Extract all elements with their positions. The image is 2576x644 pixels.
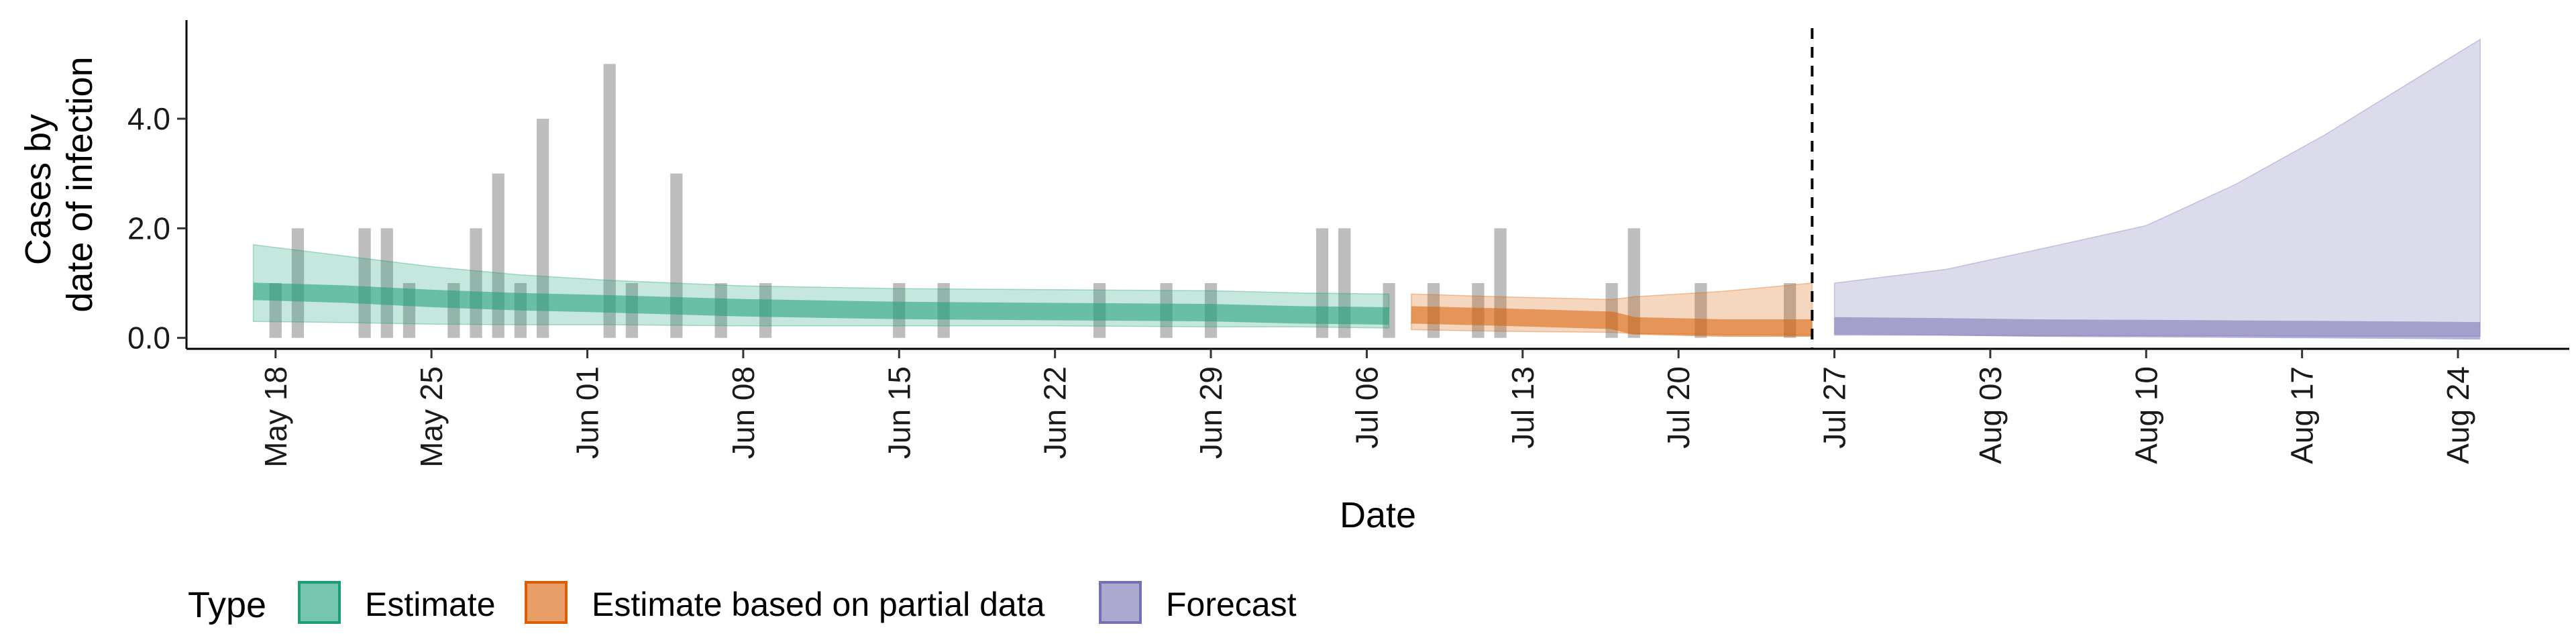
- case-bar: [380, 228, 393, 338]
- legend: Type Estimate Estimate based on partial d…: [188, 581, 1297, 625]
- x-tick-label: Jun 08: [726, 366, 761, 459]
- legend-key: [298, 581, 341, 624]
- x-axis: May 18 May 25 Jun 01 Jun 08 Jun 15 Jun 22 Jun …: [186, 347, 2569, 468]
- x-axis-title: Date: [1340, 495, 1416, 535]
- median-lines: [253, 282, 2481, 340]
- y-axis-title: Cases by date of infection: [18, 56, 100, 312]
- x-tick-label: Jun 29: [1193, 366, 1228, 459]
- case-bar: [1627, 228, 1640, 338]
- x-tick-label: Jun 22: [1038, 366, 1073, 459]
- case-bar: [603, 64, 616, 338]
- x-tick-label: May 25: [414, 366, 449, 468]
- y-axis: 0.0 2.0 4.0: [127, 20, 188, 356]
- credible-interval-bands: [252, 38, 2481, 337]
- plot-panel: [252, 28, 2481, 349]
- legend-label: Forecast: [1166, 586, 1297, 623]
- legend-key: [525, 581, 568, 624]
- x-tick-label: Jul 13: [1505, 366, 1540, 449]
- y-tick-label: 2.0: [127, 211, 170, 246]
- band-forecast: [1833, 38, 2481, 337]
- legend-key: [1099, 581, 1142, 624]
- x-tick-label: Jun 01: [570, 366, 605, 459]
- y-tick-label: 4.0: [127, 101, 170, 136]
- x-tick-label: Jun 15: [881, 366, 916, 459]
- legend-label: Estimate: [365, 586, 496, 623]
- y-axis-title-line-2: date of infection: [60, 56, 100, 312]
- legend-label: Estimate based on partial data: [592, 586, 1045, 623]
- case-bar: [358, 228, 371, 338]
- y-axis-title-line-1: Cases by: [18, 114, 58, 265]
- x-tick-label: Jul 06: [1349, 366, 1384, 449]
- x-tick-label: Aug 03: [1973, 366, 2008, 464]
- x-tick-label: Aug 24: [2440, 366, 2475, 464]
- median-estimate: [253, 282, 1389, 325]
- x-ticks: May 18 May 25 Jun 01 Jun 08 Jun 15 Jun 22 Jun …: [258, 349, 2475, 468]
- case-bar: [670, 173, 683, 338]
- x-tick-label: Aug 17: [2285, 366, 2320, 464]
- median-partial: [1411, 306, 1813, 337]
- case-bar: [291, 228, 305, 338]
- median-forecast: [1834, 317, 2481, 340]
- x-tick-label: May 18: [258, 366, 293, 468]
- legend-title: Type: [188, 585, 266, 625]
- y-ticks: 0.0 2.0 4.0: [127, 101, 186, 356]
- case-bar: [537, 119, 549, 338]
- y-tick-label: 0.0: [127, 321, 170, 356]
- x-tick-label: Jul 20: [1661, 366, 1696, 449]
- x-tick-label: Jul 27: [1817, 366, 1852, 449]
- case-bar: [470, 228, 482, 338]
- x-tick-label: Aug 10: [2129, 366, 2163, 464]
